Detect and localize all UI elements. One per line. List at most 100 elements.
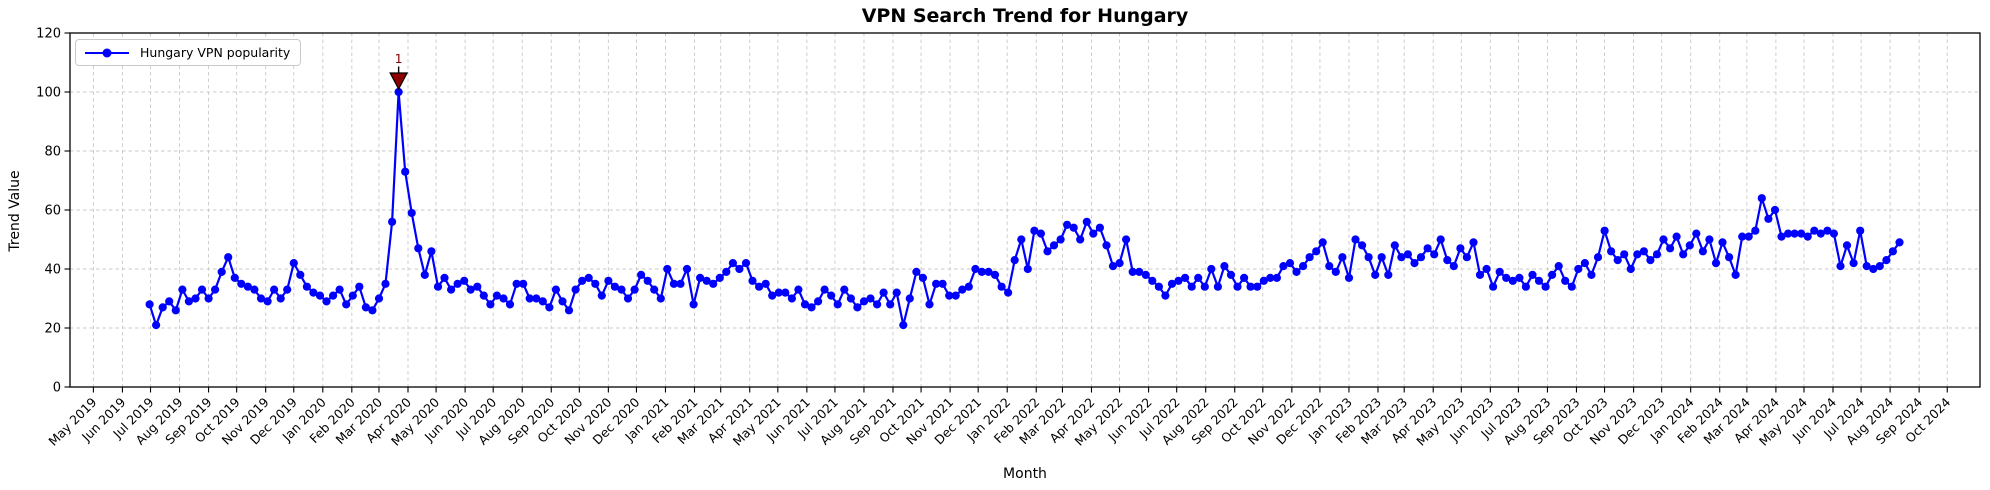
data-point-marker [1797,229,1806,238]
data-point-marker [348,291,357,300]
data-point-marker [925,300,934,309]
data-point-marker [427,247,436,256]
data-point-marker [289,259,298,268]
data-point-marker [1056,235,1065,244]
data-point-marker [977,267,987,276]
data-point-marker [1312,247,1321,256]
data-point-marker [355,282,364,291]
data-point-marker [984,267,993,276]
data-point-marker [1318,238,1327,247]
data-point-marker [342,300,351,309]
data-point-marker [676,279,685,288]
data-point-marker [1181,273,1190,282]
data-point-marker [610,282,620,291]
data-point-marker [1148,276,1157,285]
data-point-marker [551,285,561,294]
data-point-marker [1489,282,1498,291]
data-point-marker [1285,259,1295,268]
data-point-marker [1253,282,1262,291]
data-point-marker [715,273,724,282]
data-point-marker [211,285,220,294]
data-point-marker [335,285,344,294]
data-point-marker [1508,276,1517,285]
data-point-marker [1082,217,1091,226]
data-point-marker [420,270,429,279]
data-point-marker [1698,247,1707,256]
data-point-marker [486,300,495,309]
data-point-marker [820,285,829,294]
data-point-marker [1266,273,1275,282]
data-point-marker [990,270,1000,279]
data-point-marker [414,244,423,253]
data-point-marker [1692,229,1701,238]
data-point-marker [709,279,718,288]
data-point-marker [492,291,501,300]
data-point-marker [270,285,279,294]
data-point-marker [1246,282,1255,291]
data-point-marker [204,294,213,303]
legend-box: Hungary VPN popularity [75,39,302,66]
data-point-marker [794,285,803,294]
data-point-marker [1449,262,1458,271]
data-point-marker [1718,238,1727,247]
y-tick-label: 120 [36,27,61,42]
data-point-marker [302,282,311,291]
y-tick-label: 80 [44,145,61,160]
data-point-marker [1174,276,1183,285]
data-point-marker [263,297,272,306]
data-point-marker [951,291,960,300]
data-point-marker [1659,235,1668,244]
data-point-marker [859,297,869,306]
data-point-marker [1475,270,1485,279]
data-point-marker [617,285,626,294]
data-point-marker [1043,247,1052,256]
data-point-marker [1377,253,1386,262]
plot-frame [69,32,1981,388]
data-point-marker [1194,273,1203,282]
data-point-marker [899,321,908,330]
data-point-marker [1010,256,1019,265]
data-point-marker [873,300,882,309]
data-point-marker [971,264,980,274]
data-point-marker [1587,270,1596,279]
data-point-marker [1574,264,1583,274]
data-point-marker [689,300,698,309]
data-point-marker [224,253,233,262]
y-tick-label: 20 [44,322,61,337]
data-point-marker [886,300,895,309]
data-point-marker [755,282,764,291]
x-axis-label: Month [1003,466,1047,482]
data-point-marker [1882,256,1891,265]
data-point-marker [1187,282,1196,291]
data-point-marker [1829,229,1838,238]
data-point-marker [374,294,384,303]
data-point-marker [840,285,849,294]
data-point-marker [1233,282,1242,291]
data-point-marker [1351,235,1360,244]
data-point-marker [853,303,862,312]
data-point-marker [329,291,338,300]
data-point-marker [1390,241,1399,250]
data-point-marker [1299,262,1308,271]
data-point-marker [453,279,462,288]
data-point-marker [650,285,659,294]
data-point-marker [315,291,325,300]
data-point-marker [958,285,967,294]
data-point-marker [1639,247,1648,256]
legend-label: Hungary VPN popularity [140,45,291,60]
data-point-marker [197,285,207,294]
data-point-marker [1469,238,1478,247]
data-point-marker [447,285,456,294]
data-point-marker [1135,267,1144,276]
data-point-marker [1161,291,1170,300]
y-tick-label: 60 [44,204,61,219]
data-point-marker [1567,282,1576,291]
data-point-marker [433,282,443,291]
data-point-marker [761,279,770,288]
data-point-marker [1220,262,1229,271]
data-point-marker [525,294,534,303]
data-point-marker [1842,241,1852,250]
data-point-marker [1816,229,1825,238]
data-point-marker [394,87,403,97]
